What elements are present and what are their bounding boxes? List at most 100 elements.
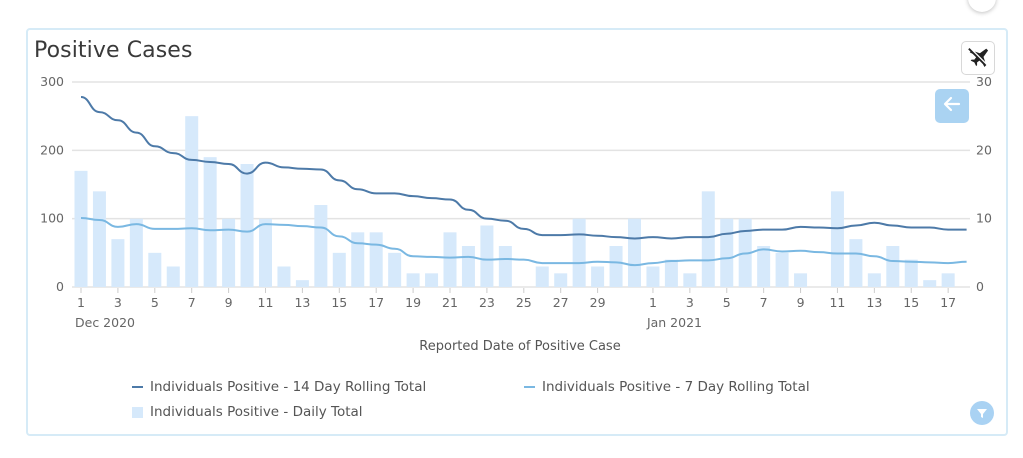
legend-item-daily[interactable]: Individuals Positive - Daily Total [132, 404, 363, 420]
x-tick-label: 5 [151, 295, 159, 310]
daily-bar [572, 218, 586, 287]
line-7-day-rolling [80, 216, 967, 267]
x-tick-sublabel: Jan 2021 [646, 315, 702, 330]
daily-bar [240, 164, 254, 287]
daily-bar [664, 259, 678, 287]
daily-bar [646, 266, 660, 287]
legend-swatch [524, 386, 535, 388]
x-tick-label: 9 [225, 295, 233, 310]
daily-bar [794, 273, 808, 287]
chart-title: Positive Cases [34, 38, 193, 63]
x-tick-label: 11 [258, 295, 274, 310]
x-axis: 1 Dec 2020 3 5 7 9 11 13 15 17 19 21 23 25 27 29 1 Jan 20… [75, 288, 956, 330]
daily-bar [830, 191, 844, 287]
x-tick-label: 5 [723, 295, 731, 310]
corner-button[interactable] [968, 0, 996, 12]
x-tick-label: 19 [405, 295, 421, 310]
y-axis-left: 0 100 200 300 [40, 74, 64, 294]
x-tick-label: 27 [553, 295, 569, 310]
daily-bar [904, 259, 918, 287]
y-right-tick-label: 10 [976, 211, 992, 226]
y-left-tick-label: 100 [40, 211, 64, 226]
x-tick-label: 15 [903, 295, 919, 310]
y-right-tick-label: 20 [976, 142, 992, 157]
x-tick-label: 9 [797, 295, 805, 310]
daily-bar [314, 205, 328, 287]
x-axis-title: Reported Date of Positive Case [419, 339, 620, 354]
x-tick-label: 25 [516, 295, 532, 310]
daily-bar [498, 246, 512, 287]
daily-bar [554, 273, 568, 287]
legend-swatch [132, 386, 143, 388]
daily-bar [74, 170, 88, 287]
daily-bar [886, 246, 900, 287]
y-right-tick-label: 0 [976, 279, 984, 294]
plane-icon [967, 45, 989, 71]
daily-bar [923, 280, 937, 287]
x-tick-label: 17 [368, 295, 384, 310]
daily-bar [867, 273, 881, 287]
daily-bar [259, 218, 272, 287]
x-tick-label: 23 [479, 295, 495, 310]
y-left-tick-label: 200 [40, 142, 64, 157]
daily-bar [222, 218, 236, 287]
daily-bar [775, 252, 789, 287]
legend-item-14day[interactable]: Individuals Positive - 14 Day Rolling To… [132, 379, 426, 395]
daily-bar [203, 157, 217, 287]
x-tick-sublabel: Dec 2020 [75, 315, 135, 330]
daily-bar [720, 218, 734, 287]
line-14-day-rolling [80, 96, 967, 240]
filter-button[interactable] [970, 401, 994, 425]
daily-bar [941, 273, 955, 287]
daily-bar [609, 246, 623, 287]
x-tick-label: 13 [294, 295, 310, 310]
x-tick-label: 17 [940, 295, 956, 310]
daily-bar [480, 225, 494, 287]
chart-toggle-button[interactable] [961, 41, 995, 75]
daily-bar [92, 191, 106, 287]
daily-bar [535, 266, 549, 287]
daily-bar [295, 280, 309, 287]
daily-bar [111, 239, 125, 287]
back-button[interactable] [935, 89, 969, 123]
y-left-tick-label: 0 [56, 279, 64, 294]
daily-bar [406, 273, 420, 287]
x-tick-label: 7 [188, 295, 196, 310]
filter-icon [976, 404, 988, 423]
x-tick-label: 7 [760, 295, 768, 310]
legend-item-7day[interactable]: Individuals Positive - 7 Day Rolling Tot… [524, 379, 810, 395]
daily-bars [74, 116, 955, 288]
daily-bar [369, 232, 383, 287]
daily-bar [148, 252, 162, 287]
daily-bar [425, 273, 439, 287]
x-tick-label: 3 [114, 295, 122, 310]
arrow-left-icon [942, 94, 962, 118]
daily-bar [757, 246, 771, 287]
daily-bar [628, 218, 641, 287]
y-right-tick-label: 30 [976, 74, 992, 89]
x-tick-label: 1 [649, 295, 657, 310]
gridlines [72, 81, 970, 288]
daily-bar [701, 191, 715, 287]
y-left-tick-label: 300 [40, 74, 64, 89]
daily-bar [849, 239, 863, 287]
daily-bar [388, 252, 402, 287]
x-tick-label: 29 [590, 295, 606, 310]
daily-bar [683, 273, 697, 287]
daily-bar [277, 266, 291, 287]
legend-label: Individuals Positive - 14 Day Rolling To… [150, 379, 427, 395]
daily-bar [461, 246, 475, 287]
x-tick-label: 21 [442, 295, 458, 310]
y-axis-right: 0 10 20 30 [976, 74, 992, 294]
legend-label: Individuals Positive - Daily Total [150, 404, 363, 420]
x-tick-label: 1 [77, 295, 85, 310]
daily-bar [443, 232, 457, 287]
x-tick-label: 3 [686, 295, 694, 310]
daily-bar [332, 252, 346, 287]
x-tick-label: 13 [866, 295, 882, 310]
daily-bar [351, 232, 365, 287]
daily-bar [129, 218, 143, 287]
x-tick-label: 11 [829, 295, 845, 310]
daily-bar [166, 266, 180, 287]
